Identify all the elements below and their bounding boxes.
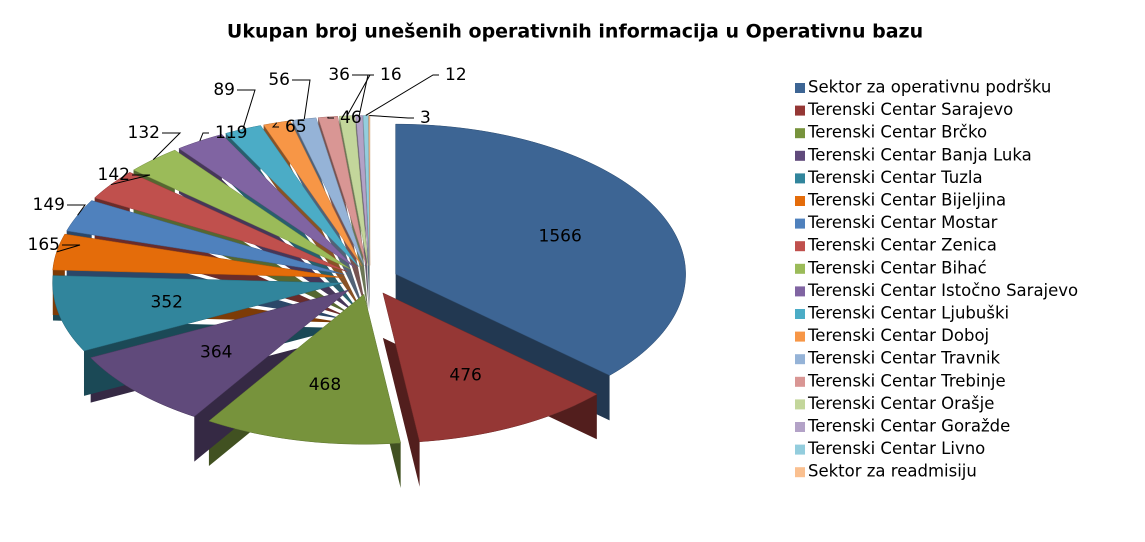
legend-label: Terenski Centar Goražde	[807, 417, 1010, 436]
legend-swatch	[795, 196, 805, 206]
leader-line	[56, 244, 81, 253]
slice	[52, 233, 343, 278]
legend-label: Terenski Centar Istočno Sarajevo	[807, 281, 1078, 300]
legend-label: Terenski Centar Banja Luka	[807, 145, 1032, 164]
pie-tops	[52, 115, 686, 445]
legend-swatch	[795, 422, 805, 432]
legend-label: Terenski Centar Trebinje	[807, 371, 1006, 390]
leader-line	[365, 74, 439, 116]
data-label: 132	[128, 123, 160, 143]
leader-line	[271, 122, 279, 128]
leader-line	[199, 132, 209, 142]
leader-line	[67, 204, 86, 216]
data-label: 468	[309, 375, 341, 395]
data-label: 476	[449, 365, 481, 385]
leader-line	[110, 174, 151, 186]
leader-line	[327, 116, 334, 119]
legend-swatch	[795, 105, 805, 116]
leader-line	[369, 114, 414, 119]
leader-line	[358, 74, 374, 116]
legend-label: Terenski Centar Doboj	[807, 326, 989, 345]
leader-line	[237, 89, 256, 130]
slice	[362, 115, 370, 266]
data-label: 364	[200, 342, 232, 362]
slice	[208, 293, 401, 445]
legend-swatch	[795, 218, 805, 229]
legend-swatch	[795, 467, 805, 478]
data-label: 3	[420, 108, 431, 128]
legend-swatch	[795, 83, 805, 93]
slice	[382, 292, 598, 442]
legend-swatch	[795, 150, 805, 161]
data-label: 119	[215, 123, 247, 143]
legend-label: Terenski Centar Bijeljina	[807, 191, 1006, 210]
legend-swatch	[795, 354, 805, 365]
data-label: 16	[380, 65, 402, 85]
slice	[132, 149, 352, 270]
legend-label: Terenski Centar Mostar	[807, 213, 998, 232]
data-label: 36	[328, 65, 350, 85]
data-label: 352	[151, 292, 183, 312]
leader-line	[292, 79, 311, 120]
legend-swatch	[795, 173, 805, 184]
legend-swatch	[795, 241, 805, 252]
legend-label: Terenski Centar Zenica	[807, 236, 997, 255]
slice	[395, 123, 686, 376]
legend-label: Terenski Centar Livno	[807, 439, 985, 458]
legend-swatch	[795, 128, 805, 139]
legend-swatch	[795, 331, 805, 342]
legend-label: Terenski Centar Tuzla	[807, 168, 983, 187]
data-label: 46	[340, 108, 362, 128]
slice	[339, 115, 369, 266]
legend-label: Sektor za readmisiju	[808, 462, 977, 481]
data-label: 65	[285, 117, 307, 137]
slice	[90, 289, 350, 417]
legend-swatch	[795, 444, 805, 455]
legend-swatch	[795, 376, 805, 387]
data-label: 56	[268, 70, 290, 90]
legend-label: Terenski Centar Orašje	[807, 394, 994, 413]
legend-swatch	[795, 263, 805, 274]
legend-label: Terenski Centar Bihać	[807, 258, 987, 277]
data-label: 12	[445, 65, 467, 85]
slice	[355, 115, 370, 266]
chart-title: Ukupan broj unešenih operativnih informa…	[227, 21, 923, 43]
legend-swatch	[795, 286, 805, 297]
legend-label: Terenski Centar Travnik	[807, 349, 1001, 368]
legend-label: Sektor za operativnu podršku	[808, 78, 1051, 97]
leader-line	[152, 132, 182, 160]
data-label: 142	[98, 165, 130, 185]
legend-label: Terenski Centar Brčko	[807, 123, 987, 142]
legend-swatch	[795, 399, 805, 410]
legend-label: Terenski Centar Ljubuški	[807, 304, 1009, 323]
legend-label: Terenski Centar Sarajevo	[807, 100, 1013, 119]
legend-swatch	[795, 309, 805, 319]
data-label: 89	[213, 80, 235, 100]
slice	[52, 275, 343, 352]
data-label: 1566	[539, 227, 582, 247]
data-label: 165	[28, 235, 60, 255]
data-label: 149	[33, 195, 65, 215]
